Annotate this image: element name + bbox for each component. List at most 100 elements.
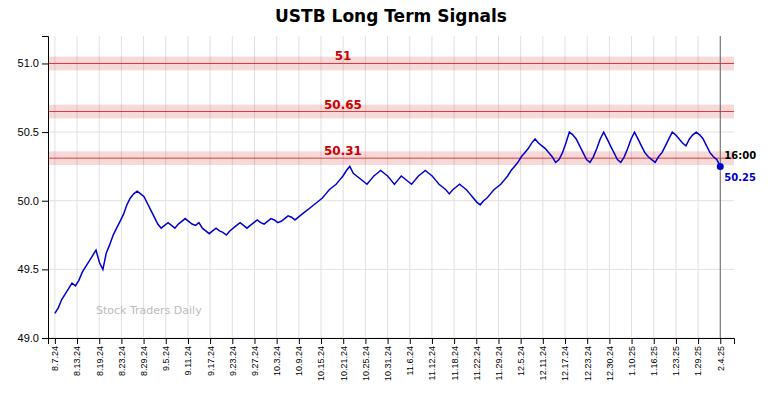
tick: 12.5.24 (516, 338, 526, 376)
tick-label: 8.7.24 (50, 346, 60, 371)
grid (48, 36, 734, 338)
grid-line (77, 36, 78, 338)
last-value-label: 50.25 (724, 172, 756, 183)
tick: 8.7.24 (50, 338, 60, 371)
grid-line (48, 63, 734, 64)
tick: 12.11.24 (538, 338, 548, 380)
reference-band (48, 105, 734, 119)
tick-label: 1.16.25 (649, 346, 659, 376)
title: USTB Long Term Signals (275, 6, 507, 26)
reference-label: 50.65 (324, 98, 362, 112)
tick-mark (476, 338, 477, 344)
tick-mark (388, 338, 389, 344)
tick-label: 8.29.24 (139, 346, 149, 376)
tick-mark (587, 338, 588, 344)
tick-mark (321, 338, 322, 344)
tick-mark (121, 338, 122, 344)
tick-label: 2.4.25 (716, 346, 726, 371)
tick-label: 11.6.24 (405, 346, 415, 375)
grid-line (321, 36, 322, 338)
tick-mark (144, 338, 145, 344)
grid-line (675, 36, 676, 338)
tick-label: 11.22.24 (472, 346, 482, 380)
tick-mark (609, 338, 610, 344)
tick: 9.27.24 (250, 338, 260, 376)
grid-line (143, 36, 144, 338)
grid-line (431, 36, 432, 338)
last-point-rule (720, 36, 721, 338)
tick: 50.5 (18, 126, 48, 138)
tick-label: 9.11.24 (183, 346, 193, 375)
tick-label: 12.5.24 (516, 346, 526, 376)
tick-label: 11.18.24 (449, 346, 459, 380)
tick-mark (210, 338, 211, 344)
tick-mark (188, 338, 189, 344)
tick-mark (432, 338, 433, 344)
grid-line (232, 36, 233, 338)
tick-mark (299, 338, 300, 344)
tick-label: 11.12.24 (427, 346, 437, 380)
tick-mark (232, 338, 233, 344)
tick-label: 10.3.24 (272, 346, 282, 376)
tick-mark (632, 338, 633, 344)
grid-line (54, 36, 55, 338)
grid-line (276, 36, 277, 338)
tick-label: 50.5 (18, 126, 39, 138)
tick: 49.5 (18, 263, 48, 275)
axis-line (49, 339, 735, 345)
tick: 1.16.25 (649, 338, 659, 376)
tick-mark (521, 338, 522, 344)
tick: 12.30.24 (605, 338, 615, 381)
tick-label: 10.15.24 (316, 346, 326, 381)
tick: 12.17.24 (560, 338, 570, 381)
grid-line (565, 36, 566, 338)
grid-line (409, 36, 410, 338)
tick: 9.17.24 (206, 338, 216, 376)
tick-mark (166, 338, 167, 344)
tick-mark (42, 338, 48, 339)
reference-band (48, 151, 734, 165)
tick: 8.29.24 (139, 338, 149, 376)
grid-line (542, 36, 543, 338)
grid-line (165, 36, 166, 338)
grid-line (720, 36, 721, 338)
tick-mark (698, 338, 699, 344)
tick-label: 10.9.24 (294, 346, 304, 376)
tick-mark (565, 338, 566, 344)
tick: 50.0 (18, 195, 48, 207)
tick-label: 1.10.25 (627, 346, 637, 376)
tick: 2.4.25 (716, 338, 726, 371)
x-axis: 8.7.248.13.248.19.248.23.248.29.249.5.24… (49, 338, 735, 381)
grid-line (698, 36, 699, 338)
last-point (717, 163, 724, 170)
tick: 9.5.24 (161, 338, 171, 371)
tick-label: 1.29.25 (693, 346, 703, 376)
tick: 9.11.24 (183, 338, 193, 375)
chart: Stock Traders Daily5150.6550.3116:0050.2… (0, 0, 784, 398)
axis-line (42, 37, 49, 339)
price-line (55, 132, 720, 313)
reference-label: 50.31 (324, 144, 362, 158)
grid-line (210, 36, 211, 338)
tick-mark (42, 201, 48, 202)
tick: 11.22.24 (472, 338, 482, 380)
tick-mark (99, 338, 100, 344)
tick: 11.6.24 (405, 338, 415, 375)
tick: 10.15.24 (316, 338, 326, 381)
tick-mark (365, 338, 366, 344)
tick: 49.0 (18, 332, 48, 344)
tick-label: 9.27.24 (250, 346, 260, 376)
tick-label: 12.17.24 (560, 346, 570, 381)
tick: 1.10.25 (627, 338, 637, 376)
reference-line (48, 111, 734, 112)
grid-line (365, 36, 366, 338)
grid-line (387, 36, 388, 338)
grid-line (99, 36, 100, 338)
tick: 10.25.24 (361, 338, 371, 381)
tick-mark (42, 269, 48, 270)
tick-label: 12.23.24 (583, 346, 593, 381)
tick: 1.23.25 (671, 338, 681, 376)
y-axis: 49.049.550.050.551.0 (18, 37, 49, 345)
tick-label: 49.0 (18, 332, 39, 344)
tick: 11.18.24 (449, 338, 459, 380)
